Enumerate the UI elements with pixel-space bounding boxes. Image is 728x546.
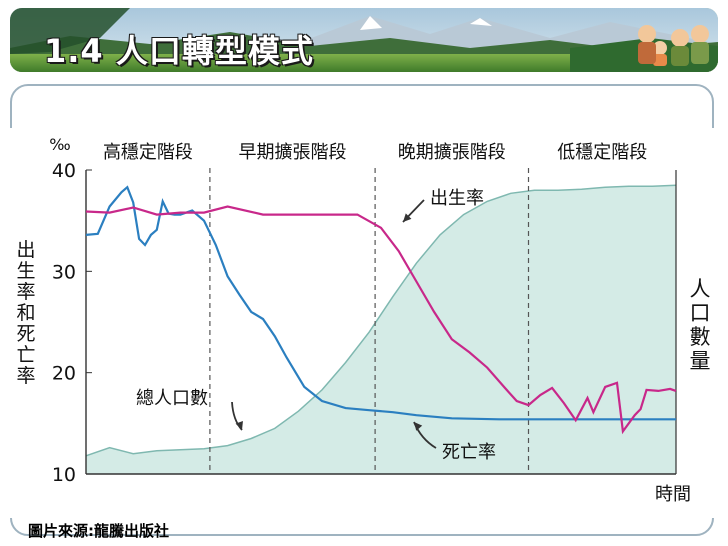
right-axis-title-char: 口 (690, 301, 711, 325)
y-tick-label: 10 (52, 464, 76, 486)
right-axis-title-char: 人 (690, 277, 711, 301)
annotation-arrow-death-head (414, 422, 423, 431)
right-axis-title-char: 數 (690, 325, 711, 349)
y-axis-title-char: 率 (16, 281, 35, 303)
stage-label: 早期擴張階段 (239, 142, 347, 163)
y-tick-label: 40 (52, 160, 76, 182)
y-axis-title-char: 亡 (16, 344, 35, 366)
landscape-banner-image (10, 8, 718, 72)
y-axis-title-char: 和 (16, 302, 35, 324)
annotation-total-population: 總人口數 (136, 388, 208, 409)
chart-svg: 高穩定階段 早期擴張階段 晚期擴張階段 低穩定階段10203040‰出生率和死亡率人口… (16, 135, 711, 505)
y-axis-title-char: 生 (16, 260, 35, 282)
y-unit-label: ‰ (49, 135, 70, 154)
annotation-arrow-population-head (235, 421, 243, 430)
series-line-population (85, 184, 677, 457)
stage-label: 低穩定階段 (557, 142, 647, 163)
demographic-transition-chart: 高穩定階段 早期擴張階段 晚期擴張階段 低穩定階段 10 20 30 40 ‰ 出生率和死亡率人口… (0, 128, 728, 518)
annotation-death-rate: 死亡率 (442, 442, 496, 463)
annotation-arrow-birth-head (403, 213, 412, 222)
family-illustration-icon (638, 25, 709, 66)
stage-label: 高穩定階段 (103, 142, 193, 163)
y-axis-title-char: 死 (16, 323, 35, 345)
y-tick-label: 20 (52, 363, 76, 385)
series-line-death-rate (85, 185, 676, 421)
x-axis-title: 時間 (655, 484, 691, 505)
y-axis-title-char: 出 (16, 239, 35, 261)
series-line-birth-rate (85, 205, 677, 435)
slide-title: 1.4 人口轉型模式 (44, 32, 314, 70)
title-banner: 1.4 人口轉型模式 (10, 8, 718, 72)
right-axis-title-char: 量 (690, 349, 711, 373)
stage-label: 晚期擴張階段 (398, 142, 506, 163)
y-axis-title-char: 率 (16, 365, 35, 387)
y-tick-label: 30 (52, 261, 76, 283)
series-area-population (86, 185, 676, 474)
image-credit: 圖片來源:龍騰出版社 (28, 522, 169, 540)
annotation-birth-rate: 出生率 (430, 188, 484, 209)
